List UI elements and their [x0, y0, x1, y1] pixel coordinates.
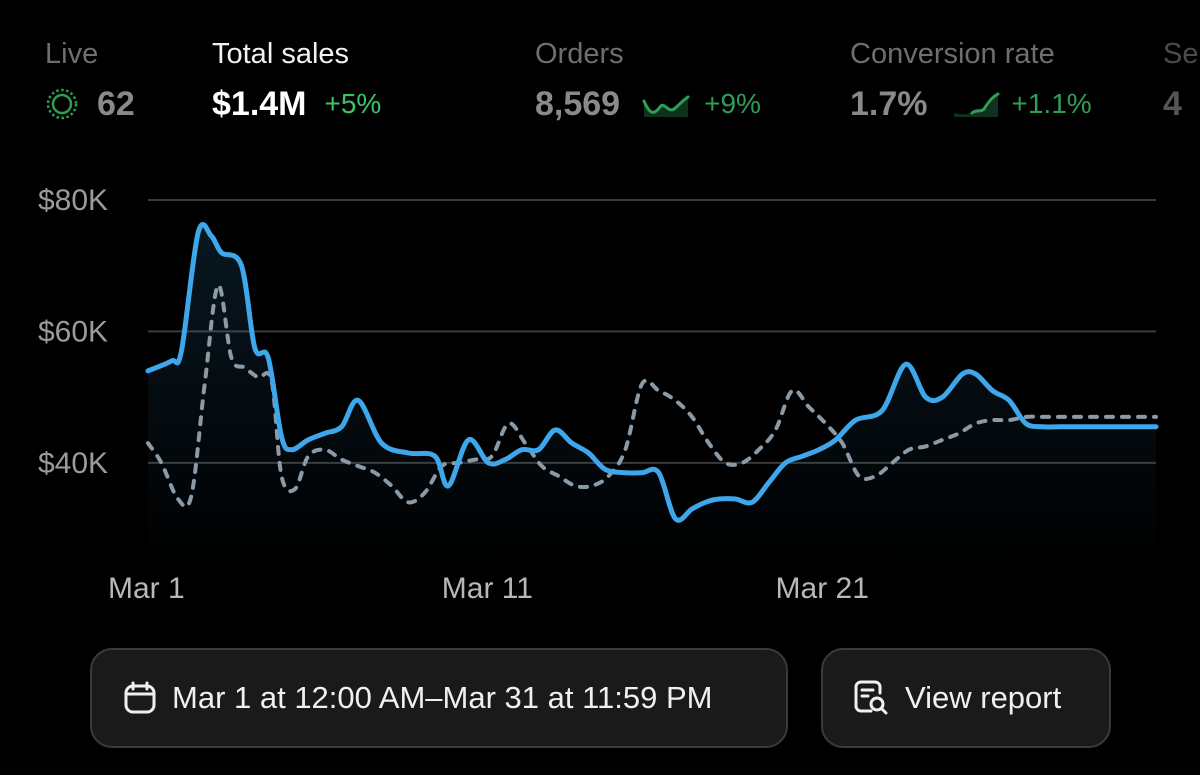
- metric-clipped-label: Se: [1163, 38, 1199, 70]
- previous-period-line: [146, 283, 1158, 509]
- metric-clipped[interactable]: Se 4: [1163, 36, 1198, 124]
- metric-orders[interactable]: Orders 8,569 +9%: [535, 36, 761, 124]
- metric-live[interactable]: Live 62: [45, 36, 135, 124]
- metric-conversion-delta: +1.1%: [1011, 88, 1092, 119]
- metric-total-sales[interactable]: Total sales $1.4M +5%: [212, 36, 381, 124]
- current-period-area: [148, 224, 1156, 569]
- metric-orders-value: 8,569: [535, 85, 621, 123]
- metric-orders-label: Orders: [535, 38, 624, 70]
- calendar-icon: [124, 681, 156, 714]
- metric-clipped-value: 4: [1163, 85, 1182, 123]
- x-tick-label: Mar 21: [776, 572, 869, 605]
- metric-live-value: 62: [97, 85, 135, 123]
- x-tick-label: Mar 1: [108, 572, 185, 605]
- view-report-label: View report: [905, 680, 1062, 715]
- metric-conversion-label: Conversion rate: [850, 38, 1055, 70]
- metric-conversion-value: 1.7%: [850, 85, 928, 123]
- y-tick-label: $80K: [38, 184, 108, 217]
- date-range-button[interactable]: Mar 1 at 12:00 AM–Mar 31 at 11:59 PM: [90, 648, 788, 748]
- metrics-bar: Live 62 Total sales $1.4M +5% Orders 8,5…: [0, 0, 1200, 140]
- conversion-sparkline-icon: [953, 92, 999, 117]
- sales-line-chart[interactable]: $40K $60K $80K Mar 1 Mar 11 Mar 21: [0, 170, 1200, 610]
- date-range-label: Mar 1 at 12:00 AM–Mar 31 at 11:59 PM: [172, 680, 713, 715]
- x-tick-label: Mar 11: [442, 572, 533, 605]
- metric-live-label: Live: [45, 38, 99, 70]
- y-tick-label: $40K: [38, 447, 108, 480]
- metric-total-sales-label: Total sales: [212, 38, 350, 70]
- current-period-line: [145, 222, 1159, 523]
- report-search-icon: [854, 680, 888, 715]
- y-tick-label: $60K: [38, 315, 108, 348]
- view-report-button[interactable]: View report: [821, 648, 1111, 748]
- metric-orders-delta: +9%: [704, 88, 761, 119]
- live-pulse-icon: [46, 88, 78, 120]
- metric-total-sales-value: $1.4M: [212, 85, 307, 123]
- orders-sparkline-icon: [642, 95, 690, 117]
- metric-total-sales-delta: +5%: [324, 88, 382, 119]
- metric-conversion-rate[interactable]: Conversion rate 1.7% +1.1%: [850, 36, 1092, 124]
